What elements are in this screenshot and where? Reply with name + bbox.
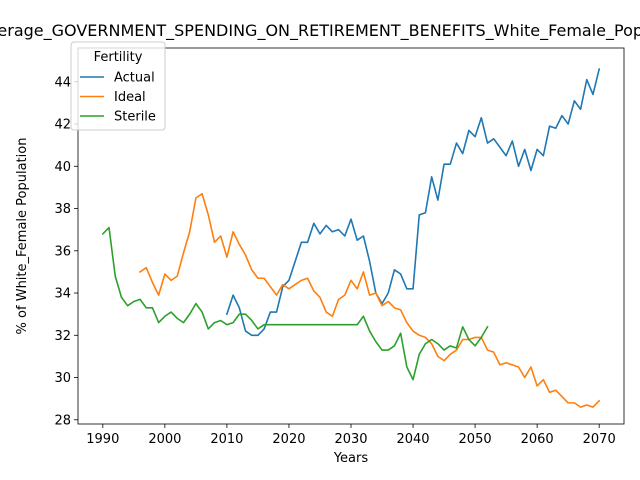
y-axis-ticks: 28 30 32 34 36 38 40 42 44 [54, 75, 78, 428]
x-tick-label: 2060 [521, 432, 554, 447]
plot-frame [77, 47, 625, 425]
y-tick-label: 28 [54, 413, 71, 428]
series-line-actual [225, 68, 601, 337]
x-axis-label: Years [333, 451, 369, 466]
legend-label-sterile: Sterile [114, 110, 156, 125]
y-tick-label: 38 [54, 202, 71, 217]
x-tick-label: 1990 [86, 432, 119, 447]
y-tick-label: 40 [54, 160, 71, 175]
series-line-sterile [101, 226, 489, 381]
y-axis-label: % of White_Female Population [15, 138, 30, 335]
x-tick-label: 2050 [459, 432, 492, 447]
chart-title: Average_GOVERNMENT_SPENDING_ON_RETIREMEN… [0, 21, 640, 41]
legend-label-actual: Actual [114, 71, 155, 86]
y-tick-label: 32 [54, 329, 71, 344]
y-tick-label: 36 [54, 244, 71, 259]
series-line-ideal [138, 192, 601, 408]
legend-label-ideal: Ideal [114, 90, 146, 105]
legend-box [70, 41, 166, 131]
x-tick-label: 2040 [396, 432, 429, 447]
y-tick-label: 30 [54, 371, 71, 386]
series-layer [101, 68, 601, 408]
x-tick-label: 2010 [210, 432, 243, 447]
legend-title: Fertility [94, 50, 143, 65]
y-tick-label: 44 [54, 75, 71, 90]
x-axis-ticks: 1990 2000 2010 2020 2030 2040 2050 2060 2070 [86, 424, 616, 447]
x-tick-label: 2030 [334, 432, 367, 447]
y-tick-label: 34 [54, 287, 71, 302]
legend: Fertility Actual Ideal Sterile [70, 41, 166, 131]
legend-entries: Actual Ideal Sterile [80, 71, 156, 125]
y-tick-label: 42 [54, 118, 71, 133]
x-tick-label: 2000 [148, 432, 181, 447]
x-tick-label: 2020 [272, 432, 305, 447]
x-tick-label: 2070 [583, 432, 616, 447]
